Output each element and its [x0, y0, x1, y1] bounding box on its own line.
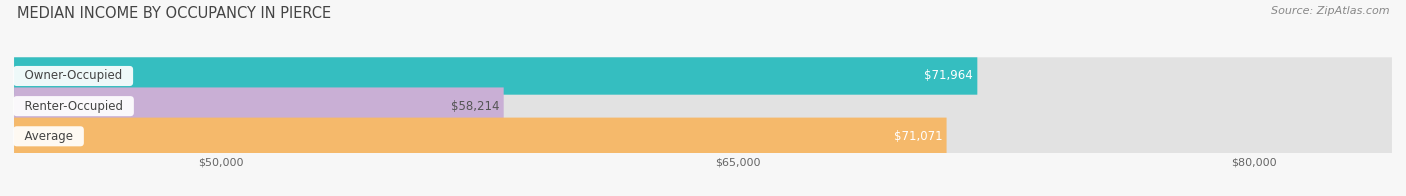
Text: $58,214: $58,214	[451, 100, 499, 113]
Text: $71,071: $71,071	[894, 130, 942, 143]
Text: $71,964: $71,964	[925, 70, 973, 83]
Text: Owner-Occupied: Owner-Occupied	[17, 70, 129, 83]
FancyBboxPatch shape	[14, 118, 946, 155]
FancyBboxPatch shape	[14, 87, 503, 125]
FancyBboxPatch shape	[14, 87, 1392, 125]
FancyBboxPatch shape	[14, 57, 977, 95]
FancyBboxPatch shape	[14, 118, 1392, 155]
Text: Average: Average	[17, 130, 80, 143]
Text: Source: ZipAtlas.com: Source: ZipAtlas.com	[1271, 6, 1389, 16]
Text: MEDIAN INCOME BY OCCUPANCY IN PIERCE: MEDIAN INCOME BY OCCUPANCY IN PIERCE	[17, 6, 330, 21]
Text: Renter-Occupied: Renter-Occupied	[17, 100, 131, 113]
FancyBboxPatch shape	[14, 57, 1392, 95]
